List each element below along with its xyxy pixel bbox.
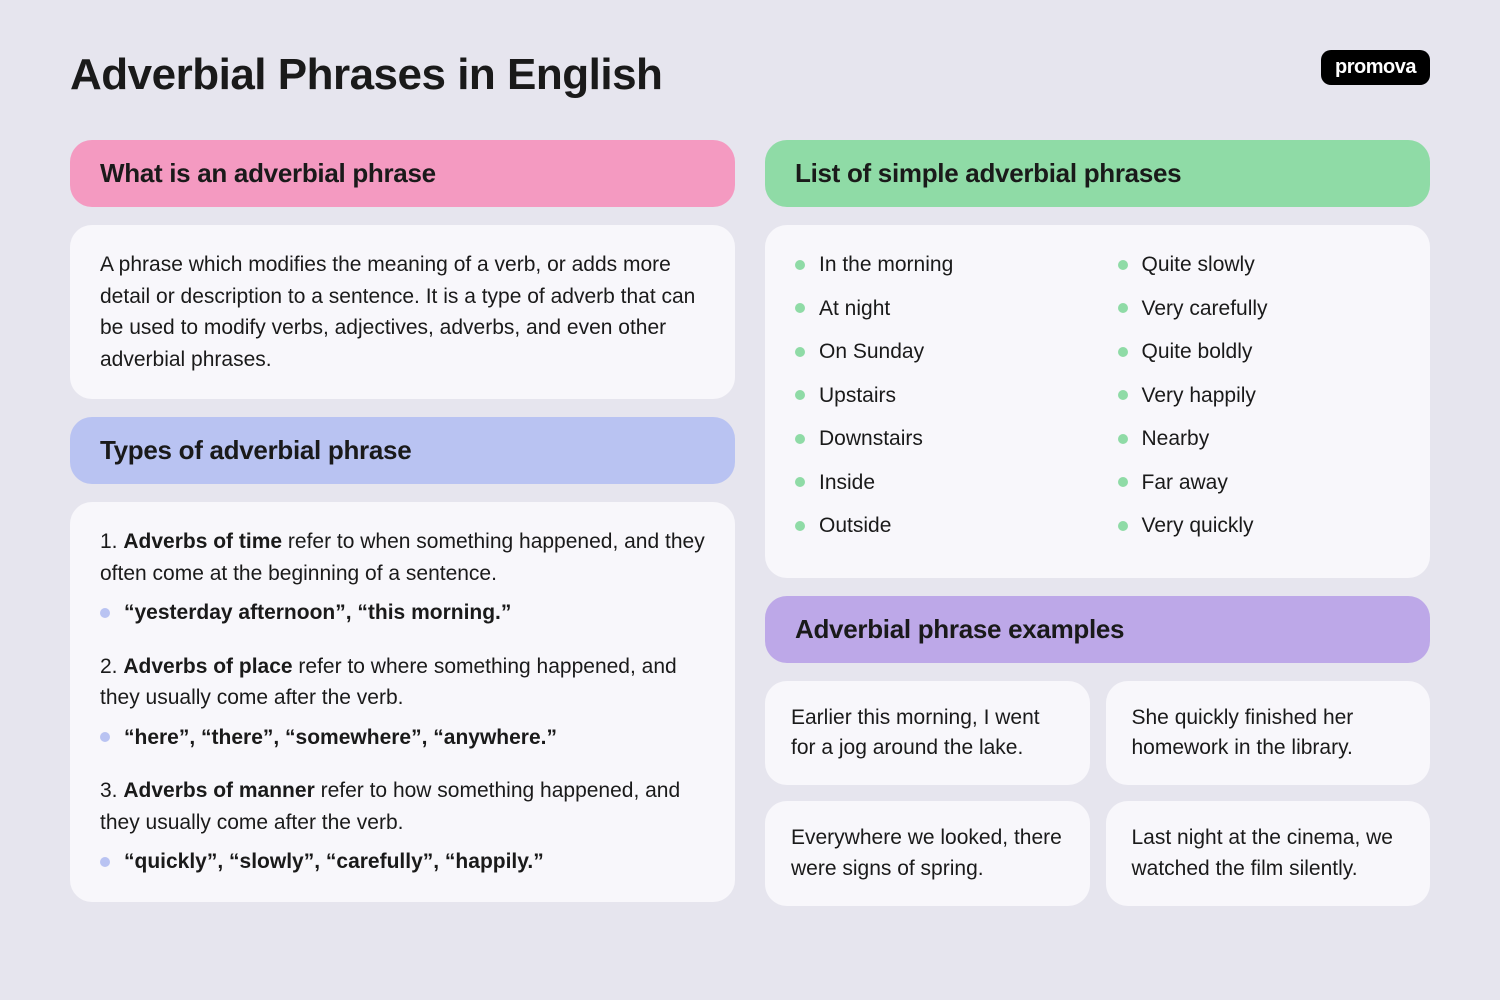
what-body: A phrase which modifies the meaning of a… xyxy=(100,249,705,375)
bullet-icon xyxy=(1118,477,1128,487)
list-item: Quite boldly xyxy=(1118,336,1401,368)
type-label: Adverbs of manner xyxy=(123,779,314,802)
type-num: 3. xyxy=(100,779,118,802)
bullet-icon xyxy=(1118,347,1128,357)
list-item-text: Quite slowly xyxy=(1142,249,1255,281)
bullet-icon xyxy=(100,608,110,618)
list-item-text: At night xyxy=(819,293,890,325)
list-item: Downstairs xyxy=(795,423,1078,455)
list-item-text: In the morning xyxy=(819,249,953,281)
section-header-examples: Adverbial phrase examples xyxy=(765,596,1430,663)
left-column: What is an adverbial phrase A phrase whi… xyxy=(70,140,735,906)
list-item-text: Far away xyxy=(1142,467,1228,499)
list-item-text: Outside xyxy=(819,510,891,542)
list-item: At night xyxy=(795,293,1078,325)
bullet-icon xyxy=(795,477,805,487)
right-column: List of simple adverbial phrases In the … xyxy=(765,140,1430,906)
type-desc: 2. Adverbs of place refer to where somet… xyxy=(100,651,705,714)
type-label: Adverbs of time xyxy=(123,530,282,553)
bullet-icon xyxy=(795,347,805,357)
list-item: Very happily xyxy=(1118,380,1401,412)
what-card: A phrase which modifies the meaning of a… xyxy=(70,225,735,399)
bullet-icon xyxy=(1118,390,1128,400)
type-label: Adverbs of place xyxy=(123,655,292,678)
type-example: “here”, “there”, “somewhere”, “anywhere.… xyxy=(124,722,557,754)
type-desc: 3. Adverbs of manner refer to how someth… xyxy=(100,775,705,838)
bullet-icon xyxy=(795,390,805,400)
list-item: Inside xyxy=(795,467,1078,499)
brand-logo: promova xyxy=(1321,50,1430,85)
type-example-row: “here”, “there”, “somewhere”, “anywhere.… xyxy=(100,722,705,754)
type-example-row: “yesterday afternoon”, “this morning.” xyxy=(100,597,705,629)
list-item-text: Inside xyxy=(819,467,875,499)
type-desc: 1. Adverbs of time refer to when somethi… xyxy=(100,526,705,589)
list-item: Nearby xyxy=(1118,423,1401,455)
example-card: Last night at the cinema, we watched the… xyxy=(1106,801,1431,906)
type-item: 1. Adverbs of time refer to when somethi… xyxy=(100,526,705,629)
bullet-icon xyxy=(1118,434,1128,444)
type-item: 2. Adverbs of place refer to where somet… xyxy=(100,651,705,754)
list-item-text: Quite boldly xyxy=(1142,336,1253,368)
list-item-text: Nearby xyxy=(1142,423,1210,455)
type-num: 2. xyxy=(100,655,118,678)
examples-grid: Earlier this morning, I went for a jog a… xyxy=(765,681,1430,907)
types-card: 1. Adverbs of time refer to when somethi… xyxy=(70,502,735,902)
list-card: In the morning At night On Sunday Upstai… xyxy=(765,225,1430,578)
type-item: 3. Adverbs of manner refer to how someth… xyxy=(100,775,705,878)
phrase-list: In the morning At night On Sunday Upstai… xyxy=(795,249,1400,554)
list-item: On Sunday xyxy=(795,336,1078,368)
example-card: Everywhere we looked, there were signs o… xyxy=(765,801,1090,906)
example-card: She quickly finished her homework in the… xyxy=(1106,681,1431,786)
type-example: “quickly”, “slowly”, “carefully”, “happi… xyxy=(124,846,544,878)
bullet-icon xyxy=(100,857,110,867)
content-columns: What is an adverbial phrase A phrase whi… xyxy=(70,140,1430,906)
bullet-icon xyxy=(795,521,805,531)
list-item: Outside xyxy=(795,510,1078,542)
bullet-icon xyxy=(795,260,805,270)
list-item-text: Very carefully xyxy=(1142,293,1268,325)
page-title: Adverbial Phrases in English xyxy=(70,50,662,100)
type-example-row: “quickly”, “slowly”, “carefully”, “happi… xyxy=(100,846,705,878)
section-header-list: List of simple adverbial phrases xyxy=(765,140,1430,207)
list-item-text: On Sunday xyxy=(819,336,924,368)
list-item: Far away xyxy=(1118,467,1401,499)
example-card: Earlier this morning, I went for a jog a… xyxy=(765,681,1090,786)
bullet-icon xyxy=(1118,303,1128,313)
list-item-text: Downstairs xyxy=(819,423,923,455)
bullet-icon xyxy=(1118,521,1128,531)
section-header-what: What is an adverbial phrase xyxy=(70,140,735,207)
bullet-icon xyxy=(100,732,110,742)
list-item-text: Very happily xyxy=(1142,380,1256,412)
list-item-text: Upstairs xyxy=(819,380,896,412)
list-item: Very carefully xyxy=(1118,293,1401,325)
bullet-icon xyxy=(1118,260,1128,270)
bullet-icon xyxy=(795,434,805,444)
list-item: Very quickly xyxy=(1118,510,1401,542)
list-item: Upstairs xyxy=(795,380,1078,412)
section-header-types: Types of adverbial phrase xyxy=(70,417,735,484)
list-item: Quite slowly xyxy=(1118,249,1401,281)
list-item-text: Very quickly xyxy=(1142,510,1254,542)
type-example: “yesterday afternoon”, “this morning.” xyxy=(124,597,511,629)
type-num: 1. xyxy=(100,530,118,553)
list-item: In the morning xyxy=(795,249,1078,281)
bullet-icon xyxy=(795,303,805,313)
